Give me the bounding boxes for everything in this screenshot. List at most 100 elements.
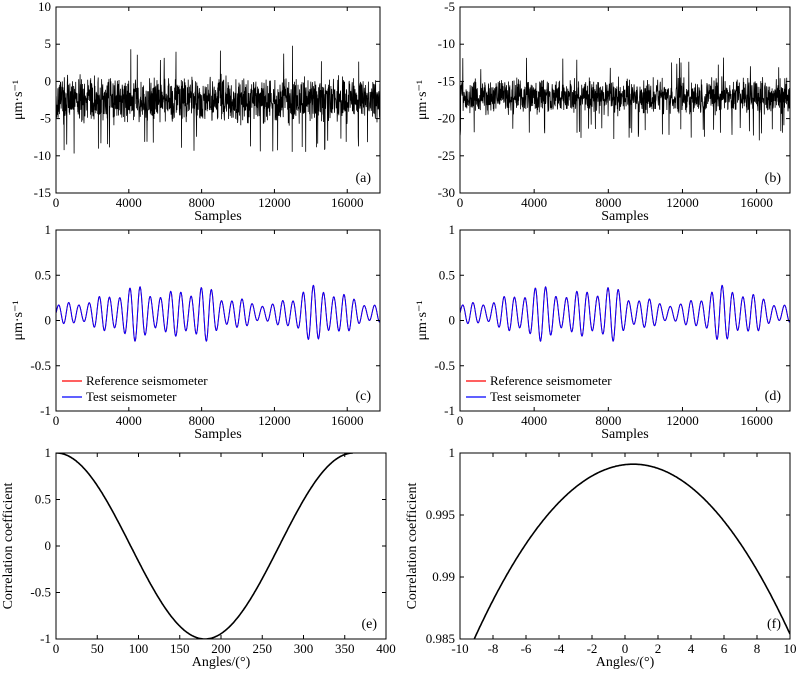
panel-f: -10 -8 -6 -4 -2 0 2 4 6 8 10 1 0.995 0.99 0.985 Angles/… <box>405 445 797 670</box>
panel-d: 0 4000 8000 12000 16000 1 0.5 0 -0.5 -1 Samples μm·… <box>415 222 791 442</box>
y-tick-label: 1 <box>449 222 456 237</box>
y-axis-label: μm·s⁻¹ <box>11 300 26 340</box>
test-trace <box>460 284 790 342</box>
x-tick-label: 50 <box>91 641 104 656</box>
x-tick-label: 0 <box>622 641 629 656</box>
x-tick-label: 2 <box>655 641 662 656</box>
x-axis-label: Samples <box>601 427 648 442</box>
x-tick-label: 200 <box>211 641 231 656</box>
x-tick-label: -4 <box>554 641 565 656</box>
y-axis-label: μm·s⁻¹ <box>415 80 430 120</box>
x-tick-label: 8000 <box>595 413 621 428</box>
x-axis-label: Samples <box>194 209 241 224</box>
panel-b: 0 4000 8000 12000 16000 -5 -10 -15 -20 -25 -30 Samp… <box>415 0 791 224</box>
y-tick-label: 0.985 <box>426 631 455 646</box>
y-tick-label: -20 <box>438 111 455 126</box>
y-tick-label: 0 <box>45 313 52 328</box>
panel-label: (a) <box>355 171 371 186</box>
x-tick-label: 8000 <box>189 195 215 210</box>
x-tick-label: 0 <box>457 413 464 428</box>
y-tick-label: -5 <box>444 0 455 14</box>
panel-label: (d) <box>765 389 782 404</box>
x-tick-label: 12000 <box>666 413 699 428</box>
x-axis-label: Samples <box>194 427 241 442</box>
y-tick-label: -10 <box>438 36 455 51</box>
x-tick-label: 0 <box>53 641 60 656</box>
x-axis-label: Angles/(°) <box>192 655 251 670</box>
y-axis-label: μm·s⁻¹ <box>415 300 430 340</box>
x-tick-label: 6 <box>721 641 728 656</box>
y-tick-label: -1 <box>40 403 51 418</box>
x-tick-label: -6 <box>521 641 532 656</box>
y-axis-label: μm·s⁻¹ <box>11 80 26 120</box>
panel-e: 0 50 100 150 200 250 300 350 400 1 0.5 0 -0.5 -1 Angle… <box>1 445 396 670</box>
signal-trace <box>56 45 380 154</box>
y-tick-label: -0.5 <box>434 358 455 373</box>
x-tick-label: -10 <box>451 641 468 656</box>
correlation-curve <box>473 463 790 639</box>
y-tick-label: -15 <box>438 73 455 88</box>
y-tick-label: -10 <box>34 148 51 163</box>
y-tick-label: 0 <box>45 538 52 553</box>
x-tick-label: 8000 <box>189 413 215 428</box>
y-tick-label: 0 <box>45 73 52 88</box>
x-tick-label: 16000 <box>331 413 364 428</box>
x-tick-label: 4000 <box>521 195 547 210</box>
correlation-curve <box>56 453 353 639</box>
x-tick-label: 4000 <box>116 413 142 428</box>
y-axis-label: Correlation coefficient <box>405 482 420 609</box>
signal-trace <box>460 57 790 141</box>
x-tick-label: -8 <box>488 641 499 656</box>
y-tick-label: 0.5 <box>35 492 51 507</box>
y-tick-label: 0.5 <box>35 267 51 282</box>
legend-entry: Test seismometer <box>86 389 177 404</box>
x-tick-label: 4 <box>688 641 695 656</box>
panel-label: (e) <box>361 617 377 632</box>
x-tick-label: 10 <box>784 641 797 656</box>
y-tick-label: -1 <box>40 631 51 646</box>
x-tick-label: 8 <box>754 641 761 656</box>
x-tick-label: 400 <box>376 641 396 656</box>
x-tick-label: 0 <box>457 195 464 210</box>
y-tick-label: 10 <box>38 0 51 14</box>
x-tick-label: 12000 <box>258 413 291 428</box>
y-tick-label: 0.995 <box>426 507 455 522</box>
panel-label: (b) <box>765 171 782 186</box>
y-tick-label: -15 <box>34 185 51 200</box>
plot-frame <box>55 452 387 640</box>
panel-label: (c) <box>355 389 371 404</box>
panel-label: (f) <box>767 617 781 632</box>
y-tick-label: -0.5 <box>30 358 51 373</box>
x-tick-label: 300 <box>294 641 314 656</box>
y-tick-label: -1 <box>444 403 455 418</box>
y-tick-label: -5 <box>40 111 51 126</box>
x-tick-label: 350 <box>335 641 355 656</box>
x-tick-label: 16000 <box>331 195 364 210</box>
y-tick-label: 1 <box>449 445 456 460</box>
y-tick-label: 0.5 <box>439 267 455 282</box>
x-tick-label: 250 <box>253 641 273 656</box>
x-tick-label: 0 <box>53 413 60 428</box>
x-tick-label: 8000 <box>595 195 621 210</box>
x-tick-label: 12000 <box>258 195 291 210</box>
x-tick-label: 150 <box>170 641 190 656</box>
y-tick-label: -0.5 <box>30 585 51 600</box>
y-tick-label: 0 <box>449 313 456 328</box>
plot-frame <box>55 6 381 194</box>
panel-a: 0 4000 8000 12000 16000 10 5 0 -5 -10 -15 Samples μm… <box>11 0 381 224</box>
x-tick-label: 16000 <box>740 195 773 210</box>
y-axis-label: Correlation coefficient <box>1 482 16 609</box>
y-tick-label: -30 <box>438 185 455 200</box>
x-tick-label: 4000 <box>521 413 547 428</box>
y-tick-label: 1 <box>45 445 52 460</box>
x-tick-label: -2 <box>587 641 598 656</box>
plot-frame <box>459 6 791 194</box>
legend-entry: Reference seismometer <box>490 373 612 388</box>
x-tick-label: 16000 <box>740 413 773 428</box>
legend-entry: Test seismometer <box>490 389 581 404</box>
x-axis-label: Angles/(°) <box>596 655 655 670</box>
y-tick-label: 0.99 <box>432 569 455 584</box>
y-tick-label: -25 <box>438 148 455 163</box>
x-tick-label: 4000 <box>116 195 142 210</box>
